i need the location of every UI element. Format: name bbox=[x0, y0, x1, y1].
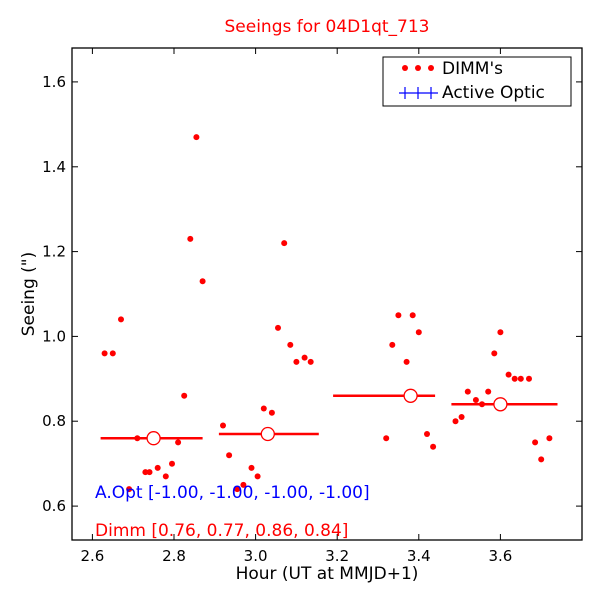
dimm-point-7 bbox=[154, 464, 161, 471]
dimm-point-32 bbox=[403, 358, 410, 365]
dimm-point-16 bbox=[226, 452, 233, 459]
dimm-point-8 bbox=[162, 473, 169, 480]
median-marker-0 bbox=[146, 431, 161, 446]
median-marker-2 bbox=[403, 388, 418, 403]
dimm-point-10 bbox=[175, 439, 182, 446]
dimm-point-28 bbox=[307, 358, 314, 365]
median-markers bbox=[100, 388, 558, 446]
dimm-point-45 bbox=[505, 371, 512, 378]
dimm-point-51 bbox=[546, 435, 553, 442]
x-axis-label: Hour (UT at MMJD+1) bbox=[236, 564, 419, 584]
dimm-point-14 bbox=[199, 278, 206, 285]
dimm-point-24 bbox=[281, 240, 288, 247]
dimm-point-21 bbox=[260, 405, 267, 412]
dimm-point-36 bbox=[430, 443, 437, 450]
median-marker-3 bbox=[493, 397, 508, 412]
dimm-point-30 bbox=[389, 341, 396, 348]
legend-dot bbox=[428, 65, 434, 71]
dimm-point-43 bbox=[491, 350, 498, 357]
dimm-point-38 bbox=[458, 414, 465, 420]
x-tick-label-5: 3.6 bbox=[488, 547, 512, 565]
dimm-point-20 bbox=[254, 473, 261, 480]
chart-title: Seeings for 04D1qt_713 bbox=[225, 17, 430, 37]
y-tick-label-2: 1.0 bbox=[42, 327, 66, 345]
dimm-point-42 bbox=[485, 388, 492, 395]
dimm-points bbox=[101, 134, 553, 493]
dimm-point-44 bbox=[497, 329, 504, 336]
legend-dot bbox=[402, 65, 408, 71]
x-tick-label-4: 3.4 bbox=[407, 547, 431, 565]
legend-box bbox=[382, 56, 572, 107]
dimm-point-0 bbox=[101, 350, 108, 357]
annotation-dimm: Dimm [0.76, 0.77, 0.86, 0.84] bbox=[95, 521, 348, 541]
x-tick-label-1: 2.8 bbox=[162, 547, 186, 565]
dimm-point-19 bbox=[248, 464, 255, 471]
y-tick-label-1: 0.8 bbox=[42, 412, 66, 430]
legend-dimm-marker bbox=[402, 65, 434, 71]
y-tick-label-4: 1.4 bbox=[42, 158, 66, 176]
dimm-point-31 bbox=[395, 312, 402, 319]
dimm-point-49 bbox=[532, 439, 539, 446]
dimm-point-35 bbox=[424, 431, 430, 437]
dimm-point-50 bbox=[538, 456, 545, 463]
dimm-point-6 bbox=[146, 469, 153, 476]
dimm-point-39 bbox=[464, 388, 471, 395]
dimm-point-15 bbox=[220, 422, 226, 429]
dimm-point-48 bbox=[526, 375, 532, 382]
annotation-active-optic: A.Opt [-1.00, -1.00, -1.00, -1.00] bbox=[95, 483, 370, 503]
x-tick-label-2: 3.0 bbox=[244, 547, 268, 565]
y-tick-label-3: 1.2 bbox=[42, 243, 66, 261]
dimm-point-25 bbox=[287, 341, 294, 348]
dimm-point-1 bbox=[109, 350, 116, 357]
dimm-point-23 bbox=[275, 324, 281, 331]
dimm-point-12 bbox=[187, 235, 194, 242]
legend-dimm-label: DIMM's bbox=[442, 59, 503, 79]
legend: DIMM's Active Optic bbox=[382, 56, 572, 107]
dimm-point-29 bbox=[383, 435, 390, 442]
dimm-point-27 bbox=[301, 354, 308, 361]
dimm-point-34 bbox=[415, 329, 422, 336]
legend-active-optic-label: Active Optic bbox=[442, 83, 545, 103]
y-tick-label-5: 1.6 bbox=[42, 73, 66, 91]
dimm-point-3 bbox=[126, 486, 133, 493]
x-tick-label-3: 3.2 bbox=[325, 547, 349, 565]
dimm-point-9 bbox=[169, 460, 175, 467]
y-axis-label: Seeing (") bbox=[19, 252, 39, 337]
dimm-point-47 bbox=[517, 375, 524, 382]
dimm-point-26 bbox=[293, 358, 300, 365]
legend-active-optic-marker bbox=[399, 87, 438, 99]
median-marker-1 bbox=[260, 426, 275, 442]
dimm-point-40 bbox=[472, 397, 479, 403]
dimm-point-22 bbox=[268, 409, 275, 416]
plot-frame bbox=[71, 47, 583, 541]
dimm-point-5 bbox=[142, 469, 149, 476]
legend-dot bbox=[415, 65, 421, 71]
y-tick-label-0: 0.6 bbox=[42, 497, 66, 515]
dimm-point-46 bbox=[511, 375, 518, 382]
dimm-point-11 bbox=[181, 392, 188, 399]
axis-ticks: 2.6 2.8 3.0 3.2 3.4 3.6 0.6 0.8 1.0 1.2 1.4 1.6 bbox=[42, 48, 582, 565]
dimm-point-2 bbox=[118, 316, 124, 323]
x-tick-label-0: 2.6 bbox=[80, 547, 104, 565]
dimm-point-13 bbox=[193, 134, 200, 141]
dimm-point-17 bbox=[234, 486, 241, 493]
dimm-point-33 bbox=[409, 312, 416, 319]
dimm-point-37 bbox=[452, 418, 459, 425]
dimm-point-18 bbox=[240, 481, 247, 488]
